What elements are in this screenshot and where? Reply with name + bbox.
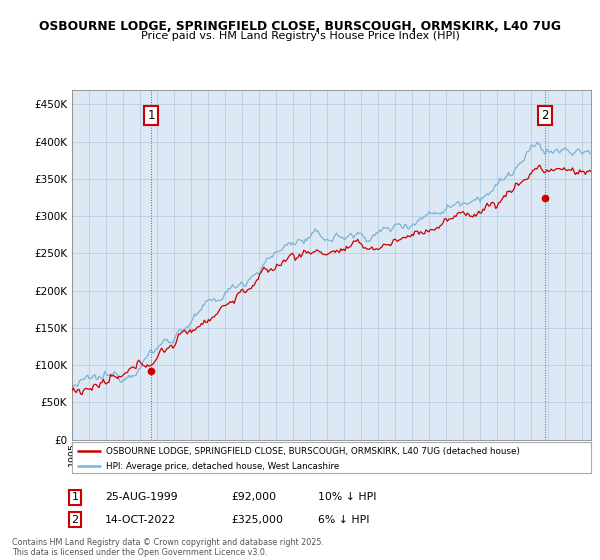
Text: 14-OCT-2022: 14-OCT-2022: [105, 515, 176, 525]
Text: HPI: Average price, detached house, West Lancashire: HPI: Average price, detached house, West…: [106, 462, 339, 471]
Text: £325,000: £325,000: [231, 515, 283, 525]
Text: Price paid vs. HM Land Registry's House Price Index (HPI): Price paid vs. HM Land Registry's House …: [140, 31, 460, 41]
Text: OSBOURNE LODGE, SPRINGFIELD CLOSE, BURSCOUGH, ORMSKIRK, L40 7UG (detached house): OSBOURNE LODGE, SPRINGFIELD CLOSE, BURSC…: [106, 446, 520, 455]
Text: £92,000: £92,000: [231, 492, 276, 502]
Text: 2: 2: [71, 515, 79, 525]
Text: 25-AUG-1999: 25-AUG-1999: [105, 492, 178, 502]
Text: 6% ↓ HPI: 6% ↓ HPI: [318, 515, 370, 525]
Text: 2: 2: [541, 109, 548, 122]
Text: Contains HM Land Registry data © Crown copyright and database right 2025.
This d: Contains HM Land Registry data © Crown c…: [12, 538, 324, 557]
Text: 10% ↓ HPI: 10% ↓ HPI: [318, 492, 377, 502]
Text: OSBOURNE LODGE, SPRINGFIELD CLOSE, BURSCOUGH, ORMSKIRK, L40 7UG: OSBOURNE LODGE, SPRINGFIELD CLOSE, BURSC…: [39, 20, 561, 32]
Text: 1: 1: [71, 492, 79, 502]
Text: 1: 1: [148, 109, 155, 122]
